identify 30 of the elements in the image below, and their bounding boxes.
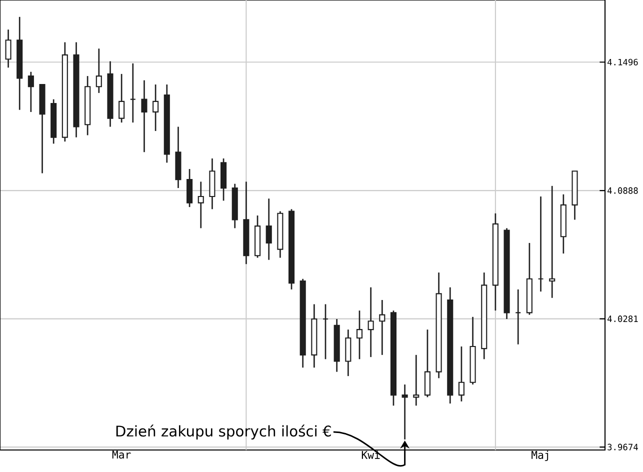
candlestick: [28, 71, 34, 113]
candlestick: [356, 310, 363, 360]
candlestick: [130, 62, 136, 124]
y-tick-label: 4.0281: [607, 316, 638, 322]
x-tick-label: Maj: [532, 450, 548, 462]
annotation: Dzień zakupu sporych ilości €: [116, 424, 331, 440]
candlestick: [186, 168, 193, 208]
candlestick: [141, 80, 148, 153]
y-tick-label: 4.0888: [607, 187, 638, 194]
candlestick: [402, 384, 408, 440]
candlestick: [379, 299, 386, 356]
candlestick: [458, 346, 464, 402]
candlestick: [368, 286, 374, 358]
candlestick: [413, 354, 420, 406]
y-tick-label: 4.1496: [607, 58, 638, 66]
candlestick: [5, 28, 12, 68]
candlestick: [549, 185, 556, 299]
candlestick: [152, 84, 159, 132]
x-tick-label: Mar: [112, 450, 131, 459]
candlestick: [515, 288, 522, 346]
x-tick-label: Kwi: [362, 450, 380, 459]
candlestick: [198, 181, 204, 229]
candlestick: [96, 48, 102, 94]
candlestick: [322, 304, 329, 360]
candlestick: [345, 328, 352, 377]
y-tick-label: 3.9674: [608, 444, 638, 450]
candlestick: [538, 196, 544, 292]
candlestick: [266, 198, 272, 261]
candlestick: [118, 73, 125, 124]
candlestick: [424, 328, 430, 398]
